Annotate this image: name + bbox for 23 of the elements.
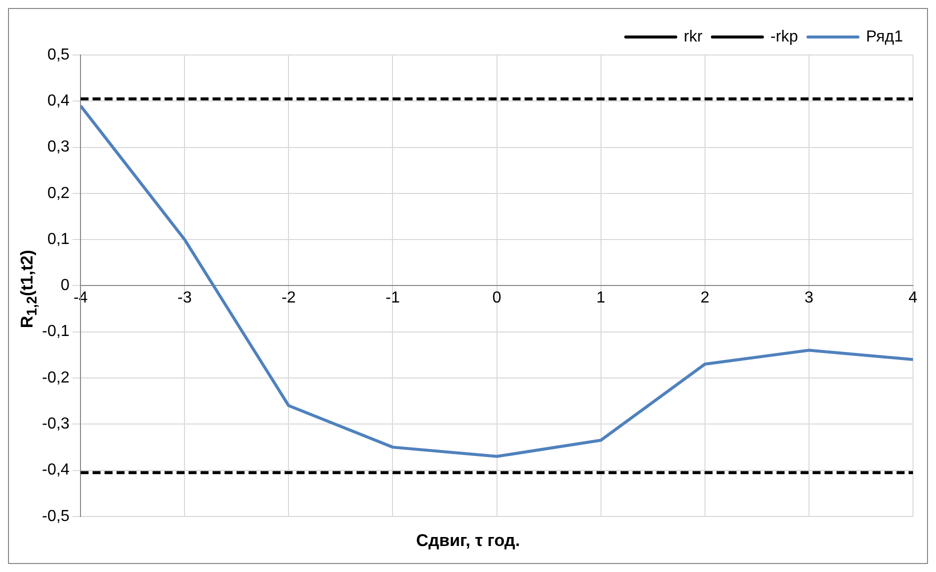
y-tick-label: 0,3 [47, 138, 70, 156]
x-axis-title: Сдвиг, τ год. [415, 531, 521, 551]
legend-label: rkr [684, 28, 704, 46]
legend-label: Ряд1 [866, 28, 904, 46]
y-tick-label: -0,4 [42, 462, 70, 479]
x-tick-label: -3 [178, 290, 192, 307]
y-tick-label: -0,3 [42, 416, 70, 433]
y-tick-label: -0,1 [42, 323, 70, 340]
y-tick-label: 0,4 [47, 92, 70, 110]
legend-label: -rkp [770, 28, 798, 46]
x-tick-label: 0 [492, 290, 502, 307]
x-tick-label: 4 [908, 290, 918, 307]
y-tick-label: 0,2 [47, 184, 70, 202]
x-tick-label: -2 [282, 290, 296, 307]
x-tick-label: 1 [596, 290, 606, 307]
x-tick-label: -1 [386, 290, 400, 307]
x-tick-label: 2 [700, 290, 710, 307]
y-tick-label: -0,2 [42, 369, 70, 386]
y-tick-label: 0 [60, 277, 70, 294]
x-tick-label: 3 [804, 290, 814, 307]
y-tick-label: -0,5 [42, 508, 70, 525]
y-tick-label: 0,1 [47, 230, 70, 248]
y-tick-label: 0,5 [47, 46, 70, 64]
